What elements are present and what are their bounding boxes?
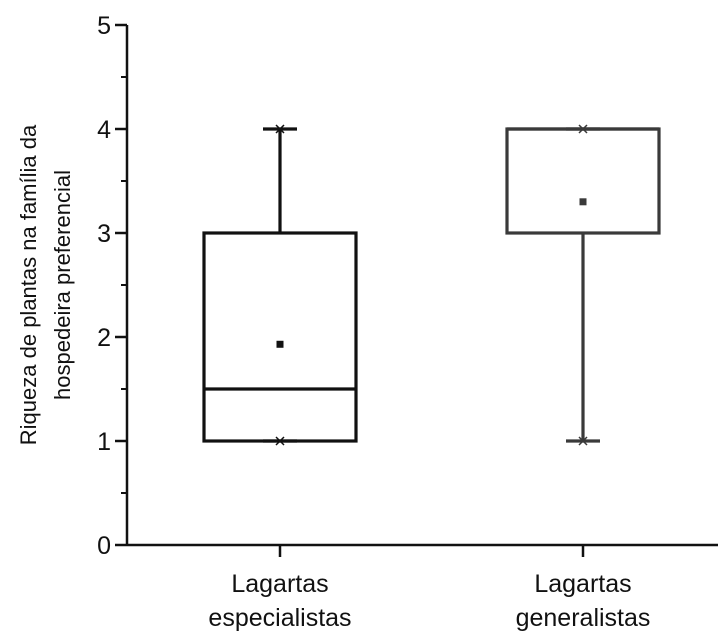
min-marker	[578, 436, 588, 446]
box-plot-series	[202, 124, 661, 446]
min-marker	[275, 436, 285, 446]
max-marker	[578, 124, 588, 134]
box-1	[202, 124, 358, 446]
x-tick-label-0-line-1: especialistas	[208, 604, 351, 632]
box-iqr	[202, 231, 358, 443]
x-tick-label-1-line-1: generalistas	[516, 604, 651, 632]
y-axis-label-line-2: hospedeira preferencial	[50, 170, 75, 400]
x-tick-label-0-line-0: Lagartas	[231, 570, 328, 598]
y-tick-label-0: 0	[97, 532, 111, 560]
y-tick-label-3: 3	[97, 220, 111, 248]
y-tick-label-2: 2	[97, 324, 111, 352]
max-marker	[275, 124, 285, 134]
y-axis-label-line-1: Riqueza de plantas na família da	[16, 124, 41, 445]
mean-marker	[276, 340, 284, 348]
x-axis: Lagartas especialistas Lagartas generalista…	[127, 543, 718, 632]
box-iqr	[505, 127, 661, 235]
y-tick-label-5: 5	[97, 12, 111, 40]
y-axis: 0 1 2 3 4 5	[97, 12, 129, 560]
box-2	[505, 124, 661, 446]
y-tick-label-1: 1	[97, 428, 111, 456]
y-tick-label-4: 4	[97, 116, 111, 144]
x-tick-label-1-line-0: Lagartas	[534, 570, 631, 598]
mean-marker	[579, 198, 587, 206]
